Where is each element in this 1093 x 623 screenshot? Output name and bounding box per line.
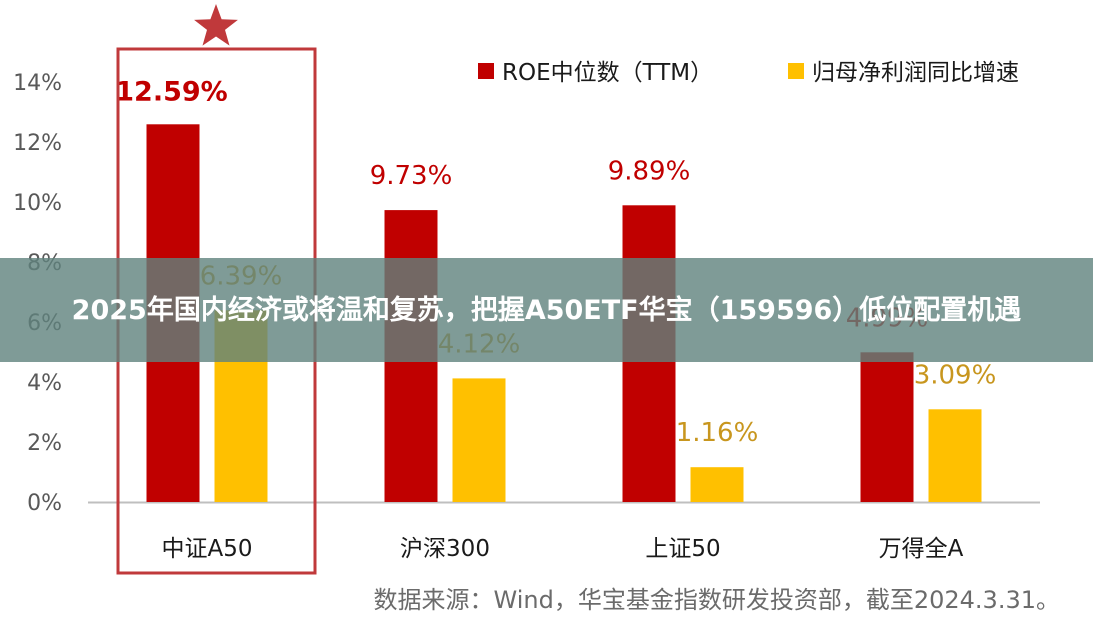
x-tick-label: 万得全A: [879, 536, 964, 562]
legend-label: 归母净利润同比增速: [812, 60, 1019, 86]
legend-label: ROE中位数（TTM）: [502, 60, 713, 86]
bar-profit-growth: [928, 409, 982, 502]
star-icon: [194, 4, 238, 46]
y-tick-label: 0%: [27, 491, 62, 516]
x-tick-label: 中证A50: [161, 536, 252, 562]
x-tick-label: 沪深300: [400, 536, 490, 562]
data-label: 9.89%: [608, 156, 691, 186]
bar-profit-growth: [690, 467, 744, 502]
bar-roe: [860, 352, 914, 502]
source-note: 数据来源：Wind，华宝基金指数研发投资部，截至2024.3.31。: [373, 586, 1060, 614]
y-tick-label: 10%: [13, 191, 62, 216]
y-tick-label: 4%: [27, 371, 62, 396]
data-label: 12.59%: [115, 76, 227, 107]
y-tick-label: 14%: [13, 71, 62, 96]
legend-swatch: [788, 63, 804, 79]
bar-profit-growth: [452, 378, 506, 502]
y-tick-label: 2%: [27, 431, 62, 456]
banner-title: 2025年国内经济或将温和复苏，把握A50ETF华宝（159596）低位配置机遇: [71, 294, 1022, 326]
title-banner: 2025年国内经济或将温和复苏，把握A50ETF华宝（159596）低位配置机遇: [0, 258, 1093, 362]
x-tick-label: 上证50: [645, 536, 720, 562]
data-label: 9.73%: [370, 161, 453, 191]
y-tick-label: 12%: [13, 131, 62, 156]
data-label: 3.09%: [914, 360, 997, 390]
legend-swatch: [478, 63, 494, 79]
data-label: 1.16%: [676, 418, 759, 448]
